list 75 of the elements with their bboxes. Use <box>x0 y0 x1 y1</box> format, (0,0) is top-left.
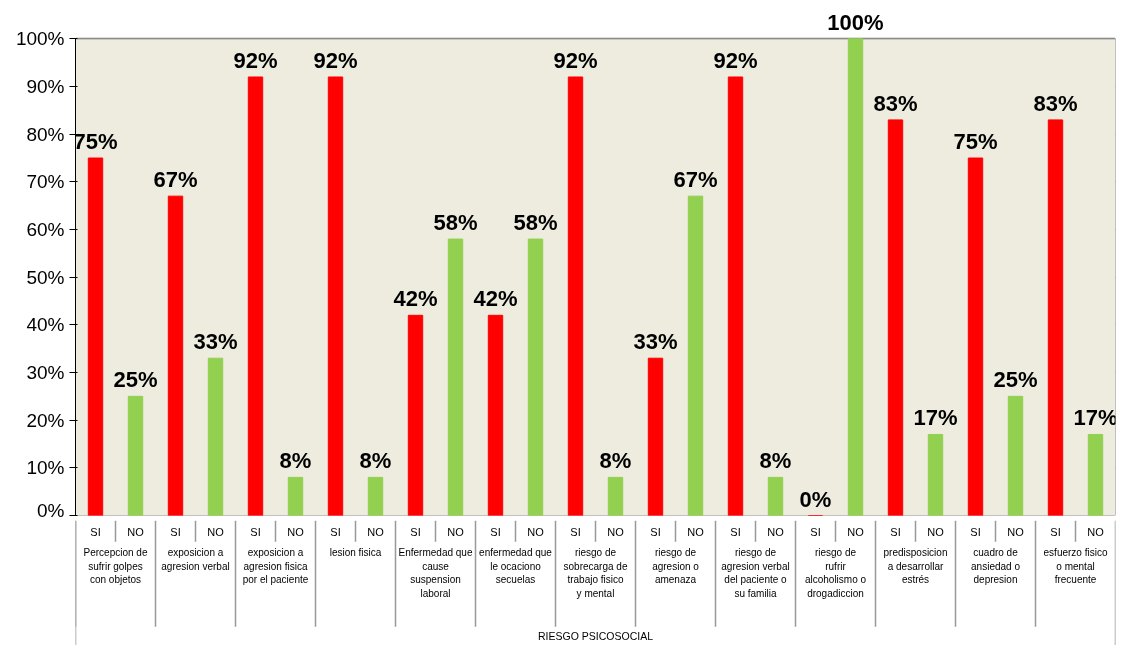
y-tick-label: 100% <box>15 28 65 50</box>
y-tick-label: 0% <box>37 499 65 521</box>
data-label: 92% <box>313 48 358 73</box>
x-tick-label: enfermedad que le ocaciono secuelas <box>479 546 553 586</box>
text: SI <box>410 525 421 538</box>
text: NO <box>447 525 464 538</box>
x-tick-label: riesgo de sobrecarga de trabajo fisico y mental <box>563 546 628 599</box>
text: SI <box>730 525 741 538</box>
x-tick-label: exposicion a agresion fisica por el paciente <box>242 546 309 586</box>
y-tick-label: 80% <box>26 123 65 145</box>
x-tick-label: riesgo de agresion o amenaza <box>652 546 700 586</box>
text: SI <box>650 525 661 538</box>
data-label: 8% <box>359 448 392 474</box>
data-label: 67% <box>153 167 198 193</box>
data-label: 67% <box>673 167 718 193</box>
y-tick-label: 20% <box>26 409 65 431</box>
data-label: 42% <box>393 286 438 312</box>
data-label: 92% <box>553 48 598 73</box>
text: NO <box>767 525 784 538</box>
y-tick-label: 50% <box>26 266 65 288</box>
data-label: 17% <box>913 405 958 431</box>
data-label: 83% <box>1033 90 1078 116</box>
text: NO <box>127 525 144 538</box>
x-tick-label: exposicion a agresion verbal <box>161 546 230 572</box>
data-label: 33% <box>193 329 238 355</box>
x-tick-label: Percepcion de sufrir golpes con objetos <box>83 546 148 586</box>
data-label: 92% <box>713 48 758 73</box>
y-tick-label: 10% <box>26 457 65 479</box>
data-label: 8% <box>279 448 312 474</box>
x-tick-label: lesion fisica <box>329 546 382 558</box>
data-label: 83% <box>873 90 918 116</box>
data-label: 25% <box>993 367 1038 393</box>
y-tick-label: 90% <box>26 76 65 98</box>
text: SI <box>1050 525 1061 538</box>
x-tick-label: esfuerzo fisico o mental frecuente <box>1043 546 1108 586</box>
text: NO <box>287 525 304 538</box>
data-label: 92% <box>233 48 278 73</box>
x-tick-label: riesgo de rufrir alcoholismo o drogadiccion <box>804 546 867 599</box>
text: SI <box>170 525 181 538</box>
data-label: 25% <box>113 367 158 393</box>
text: NO <box>927 525 944 538</box>
text: SI <box>890 525 901 538</box>
text: SI <box>250 525 261 538</box>
text: NO <box>207 525 224 538</box>
data-label: 100% <box>827 9 884 35</box>
data-label: 8% <box>599 448 632 474</box>
y-tick-label: 60% <box>26 219 65 241</box>
data-label: 58% <box>433 210 478 236</box>
data-label: 42% <box>473 286 518 312</box>
text: SI <box>490 525 501 538</box>
text: NO <box>687 525 704 538</box>
text: SI <box>570 525 581 538</box>
series-label: NO <box>527 525 545 538</box>
data-label: 33% <box>633 329 678 355</box>
series-label: SI <box>90 525 101 538</box>
text: SI <box>970 525 981 538</box>
text: NO <box>847 525 864 538</box>
text: NO <box>1087 525 1104 538</box>
text: SI <box>810 525 821 538</box>
text: NO <box>367 525 384 538</box>
x-tick-label: predisposicion a desarrollar estrés <box>883 546 948 586</box>
x-axis-title: RIESGO PSICOSOCIAL <box>538 629 654 642</box>
y-tick-label: 30% <box>26 362 65 384</box>
x-tick-label: riesgo de agresion verbal del paciente o su familia <box>721 546 790 599</box>
text: NO <box>1007 525 1024 538</box>
data-label: 0% <box>799 486 832 512</box>
data-label: 8% <box>759 448 792 474</box>
text: SI <box>330 525 341 538</box>
text: NO <box>607 525 624 538</box>
data-label: 75% <box>953 129 998 155</box>
data-label: 58% <box>513 210 558 236</box>
x-tick-label: cuadro de ansiedad o depresion <box>971 546 1021 586</box>
y-tick-label: 70% <box>26 171 65 193</box>
x-tick-label: Enfermedad que cause suspension laboral <box>398 546 473 599</box>
y-tick-label: 40% <box>26 314 65 336</box>
